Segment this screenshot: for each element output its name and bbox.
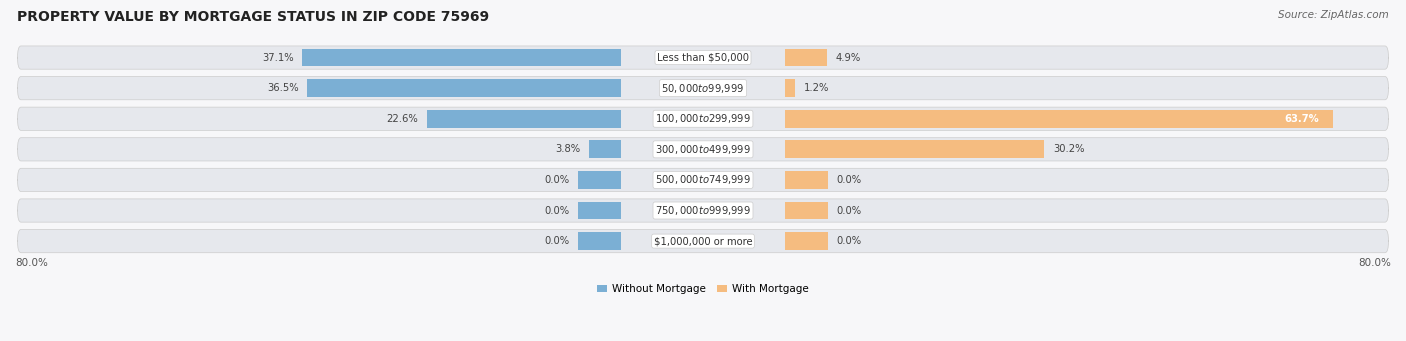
Text: $1,000,000 or more: $1,000,000 or more xyxy=(654,236,752,246)
FancyBboxPatch shape xyxy=(17,229,1389,253)
Text: $50,000 to $99,999: $50,000 to $99,999 xyxy=(661,81,745,95)
Text: 80.0%: 80.0% xyxy=(15,258,48,268)
Text: 0.0%: 0.0% xyxy=(544,236,569,246)
Text: PROPERTY VALUE BY MORTGAGE STATUS IN ZIP CODE 75969: PROPERTY VALUE BY MORTGAGE STATUS IN ZIP… xyxy=(17,10,489,24)
Text: 4.9%: 4.9% xyxy=(835,53,860,63)
Bar xyxy=(785,202,828,219)
FancyBboxPatch shape xyxy=(17,46,1389,69)
FancyBboxPatch shape xyxy=(17,168,1389,192)
Bar xyxy=(785,79,794,97)
Text: Source: ZipAtlas.com: Source: ZipAtlas.com xyxy=(1278,10,1389,20)
Bar xyxy=(785,110,1333,128)
Text: 36.5%: 36.5% xyxy=(267,83,299,93)
Bar xyxy=(427,110,621,128)
Text: $100,000 to $299,999: $100,000 to $299,999 xyxy=(655,112,751,125)
Text: 1.2%: 1.2% xyxy=(804,83,830,93)
Text: 37.1%: 37.1% xyxy=(262,53,294,63)
Legend: Without Mortgage, With Mortgage: Without Mortgage, With Mortgage xyxy=(593,280,813,298)
FancyBboxPatch shape xyxy=(17,107,1389,130)
Text: 0.0%: 0.0% xyxy=(544,175,569,185)
Bar xyxy=(589,140,621,158)
Text: 80.0%: 80.0% xyxy=(1358,258,1391,268)
Text: 0.0%: 0.0% xyxy=(837,236,862,246)
Text: 0.0%: 0.0% xyxy=(837,206,862,216)
Text: $500,000 to $749,999: $500,000 to $749,999 xyxy=(655,174,751,187)
Bar xyxy=(785,140,1045,158)
Bar xyxy=(578,202,621,219)
FancyBboxPatch shape xyxy=(17,76,1389,100)
Text: 22.6%: 22.6% xyxy=(387,114,419,124)
Bar xyxy=(302,49,621,66)
Bar xyxy=(785,232,828,250)
Text: 3.8%: 3.8% xyxy=(555,144,581,154)
Bar xyxy=(785,171,828,189)
Text: $750,000 to $999,999: $750,000 to $999,999 xyxy=(655,204,751,217)
Text: 63.7%: 63.7% xyxy=(1285,114,1320,124)
Text: Less than $50,000: Less than $50,000 xyxy=(657,53,749,63)
Text: 0.0%: 0.0% xyxy=(837,175,862,185)
FancyBboxPatch shape xyxy=(17,138,1389,161)
FancyBboxPatch shape xyxy=(17,199,1389,222)
Bar xyxy=(308,79,621,97)
Bar xyxy=(578,171,621,189)
Text: 0.0%: 0.0% xyxy=(544,206,569,216)
Bar xyxy=(785,49,827,66)
Text: 30.2%: 30.2% xyxy=(1053,144,1084,154)
Text: $300,000 to $499,999: $300,000 to $499,999 xyxy=(655,143,751,156)
Bar xyxy=(578,232,621,250)
